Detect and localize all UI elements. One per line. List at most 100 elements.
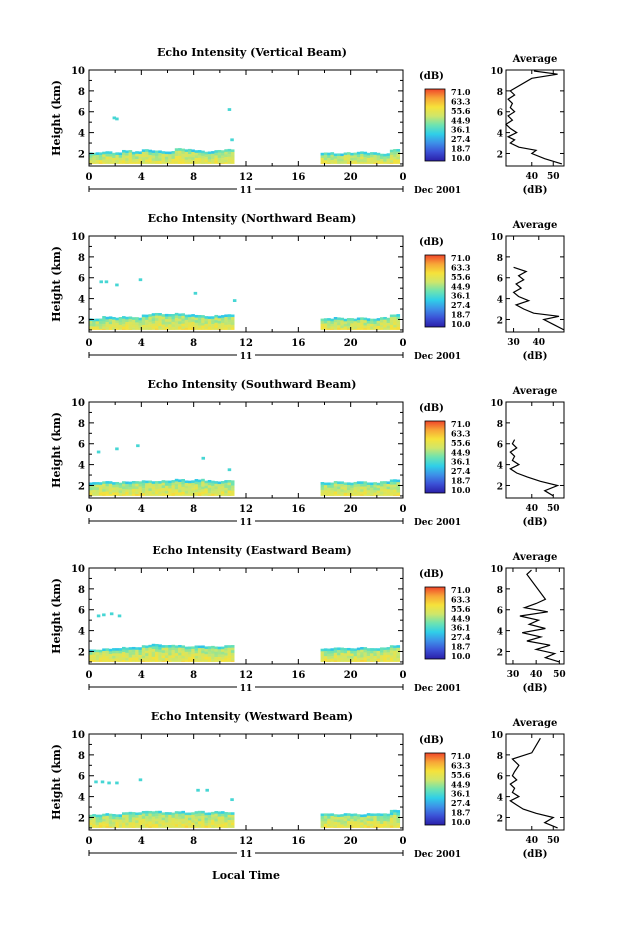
echo-cell xyxy=(135,324,139,328)
echo-cell xyxy=(155,312,159,316)
echo-cell xyxy=(168,316,172,320)
echo-cell xyxy=(171,319,176,323)
echo-cell xyxy=(122,481,126,485)
echo-cell xyxy=(174,158,179,162)
echo-cell xyxy=(393,481,397,485)
echo-cell xyxy=(158,150,162,154)
echo-cell xyxy=(389,487,394,491)
echo-cell xyxy=(184,480,189,484)
echo-cell xyxy=(128,814,133,818)
colorbar-tick-label: 55.6 xyxy=(451,272,471,282)
echo-cell xyxy=(221,826,225,828)
echo-cell xyxy=(112,484,116,488)
echo-cell xyxy=(337,822,341,826)
echo-cell xyxy=(168,817,172,821)
echo-cell xyxy=(135,655,139,658)
echo-cell xyxy=(343,152,348,156)
echo-cell xyxy=(151,494,156,496)
echo-cell xyxy=(350,163,354,164)
echo-cell xyxy=(373,157,377,161)
echo-cell xyxy=(201,655,205,659)
echo-cell xyxy=(333,317,338,320)
echo-cell xyxy=(178,484,182,488)
echo-cell xyxy=(181,156,185,160)
echo-cell xyxy=(376,650,381,654)
echo-cell xyxy=(181,647,185,651)
echo-cell xyxy=(128,647,133,651)
echo-cell xyxy=(178,153,182,157)
echo-cell xyxy=(207,654,212,657)
echo-cell xyxy=(138,317,143,321)
echo-cell xyxy=(125,316,129,320)
echo-cell xyxy=(194,826,199,828)
echo-cell xyxy=(115,648,119,652)
echo-cell xyxy=(95,657,100,661)
echo-cell xyxy=(197,492,202,496)
colorbar-tick-label: 63.3 xyxy=(451,428,471,438)
echo-cell xyxy=(178,481,182,485)
echo-cell xyxy=(207,817,212,821)
echo-cell xyxy=(224,482,228,486)
echo-cell xyxy=(221,150,225,154)
echo-cell xyxy=(360,649,364,653)
echo-cell xyxy=(221,163,225,164)
echo-cell xyxy=(389,660,394,662)
echo-cell xyxy=(393,492,397,496)
echo-cell xyxy=(393,809,397,813)
echo-cell xyxy=(122,321,126,325)
echo-cell xyxy=(353,823,358,827)
echo-cell xyxy=(343,162,348,164)
echo-cell xyxy=(383,327,387,330)
echo-cell xyxy=(396,655,401,659)
echo-cell xyxy=(171,647,176,651)
echo-cell xyxy=(115,154,119,158)
echo-cell xyxy=(230,812,235,816)
echo-cell xyxy=(327,651,331,655)
echo-cell xyxy=(108,151,113,155)
echo-cell xyxy=(155,160,159,164)
x-tick-label: 0 xyxy=(400,172,407,183)
echo-cell xyxy=(102,483,106,487)
echo-cell xyxy=(151,811,156,815)
average-title: Average xyxy=(512,386,558,397)
echo-cell xyxy=(320,160,325,164)
echo-cell xyxy=(376,155,381,159)
echo-cell xyxy=(151,489,156,492)
echo-cell xyxy=(383,815,387,819)
echo-cell xyxy=(207,159,212,163)
echo-cell xyxy=(161,660,166,662)
echo-cell xyxy=(386,481,391,485)
echo-cell xyxy=(346,655,351,659)
echo-cell xyxy=(171,657,176,661)
echo-cell xyxy=(168,660,172,662)
echo-cell xyxy=(131,483,136,487)
echo-cell xyxy=(340,486,344,490)
echo-cell xyxy=(386,660,391,662)
echo-cell xyxy=(118,653,123,657)
echo-cell xyxy=(214,157,218,161)
echo-cell xyxy=(323,648,328,652)
echo-cell xyxy=(353,157,358,161)
echo-cell xyxy=(164,817,169,821)
echo-cell xyxy=(151,155,156,159)
echo-cell xyxy=(95,487,100,491)
colorbar-tick-label: 10.0 xyxy=(451,485,471,495)
echo-cell xyxy=(386,153,391,157)
echo-cell xyxy=(145,655,149,659)
echo-cell xyxy=(330,318,335,322)
echo-cell xyxy=(171,321,176,325)
echo-cell xyxy=(356,486,361,490)
echo-cell xyxy=(168,480,172,484)
avg-x-label: (dB) xyxy=(523,351,548,362)
echo-cell xyxy=(204,654,209,658)
echo-cell xyxy=(128,819,133,823)
echo-cell xyxy=(118,648,123,652)
echo-cell xyxy=(224,647,228,651)
avg-y-tick-label: 10 xyxy=(490,731,503,741)
avg-x-tick-label: 30 xyxy=(507,338,520,348)
panel-title: Echo Intensity (Eastward Beam) xyxy=(152,544,351,557)
average-title: Average xyxy=(512,54,558,65)
echo-cell xyxy=(201,320,205,324)
echo-cell xyxy=(174,655,179,659)
echo-cell xyxy=(227,493,232,496)
